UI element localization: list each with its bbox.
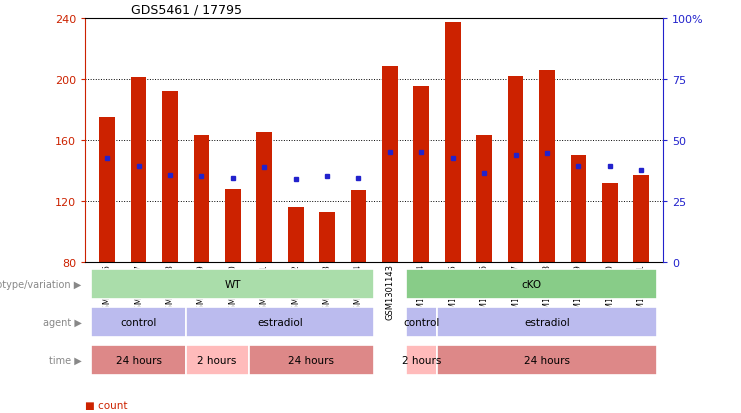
Text: genotype/variation ▶: genotype/variation ▶ bbox=[0, 279, 82, 289]
Bar bbox=[508, 76, 523, 262]
FancyBboxPatch shape bbox=[437, 345, 657, 375]
Bar bbox=[350, 191, 366, 262]
Text: time ▶: time ▶ bbox=[49, 355, 82, 365]
Bar bbox=[413, 87, 429, 262]
FancyBboxPatch shape bbox=[91, 307, 186, 337]
Text: estradiol: estradiol bbox=[524, 317, 570, 327]
FancyBboxPatch shape bbox=[405, 345, 437, 375]
Text: control: control bbox=[403, 317, 439, 327]
Text: ■ count: ■ count bbox=[85, 400, 127, 410]
Bar bbox=[602, 183, 618, 262]
Text: control: control bbox=[121, 317, 157, 327]
Bar bbox=[225, 189, 241, 262]
Bar bbox=[445, 23, 461, 262]
Text: 24 hours: 24 hours bbox=[288, 355, 334, 365]
Text: 2 hours: 2 hours bbox=[402, 355, 441, 365]
Bar bbox=[162, 92, 178, 262]
Text: agent ▶: agent ▶ bbox=[43, 317, 82, 327]
Bar bbox=[382, 67, 398, 262]
FancyBboxPatch shape bbox=[186, 307, 374, 337]
FancyBboxPatch shape bbox=[437, 307, 657, 337]
Bar bbox=[193, 136, 209, 262]
FancyBboxPatch shape bbox=[405, 307, 437, 337]
FancyBboxPatch shape bbox=[91, 345, 186, 375]
Text: WT: WT bbox=[225, 279, 241, 289]
FancyBboxPatch shape bbox=[405, 269, 657, 299]
FancyBboxPatch shape bbox=[248, 345, 374, 375]
Bar bbox=[571, 156, 586, 262]
Text: cKO: cKO bbox=[521, 279, 542, 289]
Text: 2 hours: 2 hours bbox=[197, 355, 237, 365]
FancyBboxPatch shape bbox=[91, 269, 374, 299]
Bar bbox=[319, 212, 335, 262]
Bar bbox=[99, 118, 115, 262]
Bar bbox=[288, 207, 304, 262]
Text: 24 hours: 24 hours bbox=[116, 355, 162, 365]
Text: 24 hours: 24 hours bbox=[524, 355, 570, 365]
Bar bbox=[130, 78, 147, 262]
FancyBboxPatch shape bbox=[186, 345, 248, 375]
Bar bbox=[539, 70, 555, 262]
Text: estradiol: estradiol bbox=[257, 317, 303, 327]
Bar bbox=[476, 136, 492, 262]
Text: GDS5461 / 17795: GDS5461 / 17795 bbox=[131, 3, 242, 16]
Bar bbox=[256, 133, 272, 262]
Bar bbox=[634, 176, 649, 262]
